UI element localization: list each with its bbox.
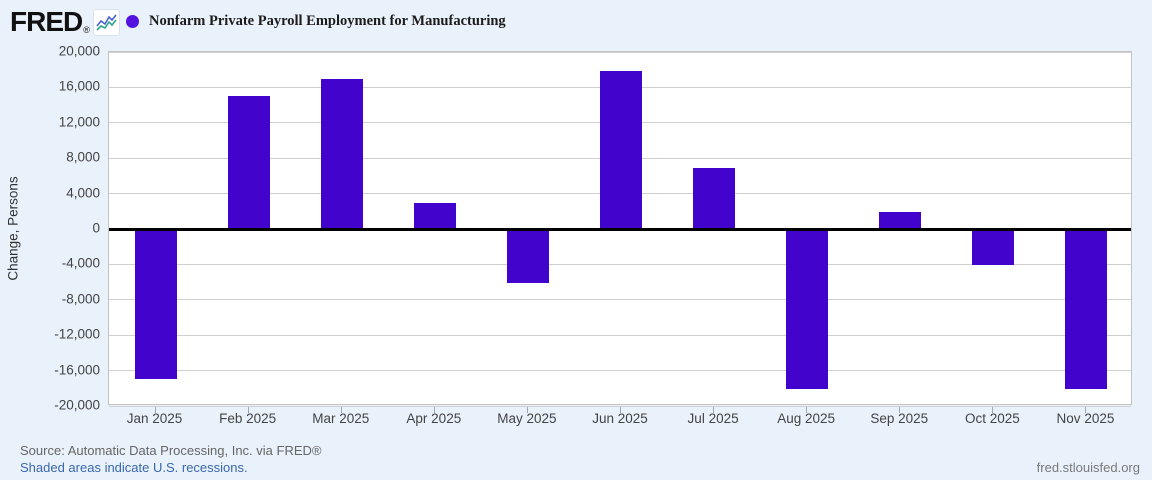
y-tick-label: -16,000	[54, 362, 100, 378]
series-legend-dot	[126, 15, 139, 28]
y-axis-tick-labels: 20,000 16,000 12,000 8,000 4,000 0 -4,000 -8,00…	[0, 44, 100, 413]
bar-apr-2025[interactable]	[413, 203, 456, 229]
y-tick-label: 4,000	[66, 185, 100, 201]
x-tick-label: Jun 2025	[592, 411, 648, 426]
y-tick-label: 16,000	[58, 78, 100, 94]
fred-site-link[interactable]: fred.stlouisfed.org	[1036, 460, 1140, 475]
x-tick	[1085, 406, 1087, 413]
gridline	[109, 334, 1131, 336]
bar-jan-2025[interactable]	[134, 229, 177, 380]
x-tick	[899, 406, 901, 413]
gridline	[109, 263, 1131, 265]
y-tick-label: -8,000	[61, 291, 100, 307]
x-tick	[154, 406, 156, 413]
x-axis-tick-labels: Jan 2025 Feb 2025 Mar 2025 Apr 2025 May 2025…	[108, 411, 1132, 429]
y-tick-label: -20,000	[54, 397, 100, 413]
x-tick	[340, 406, 342, 413]
fred-sparkline-icon	[92, 8, 120, 36]
x-tick	[247, 406, 249, 413]
bar-jun-2025[interactable]	[600, 70, 642, 229]
x-tick-label: Jan 2025	[126, 411, 183, 426]
bar-nov-2025[interactable]	[1065, 229, 1108, 390]
x-tick-label: May 2025	[497, 411, 557, 426]
source-attribution: Source: Automatic Data Processing, Inc. …	[20, 443, 322, 458]
gridline	[109, 299, 1131, 301]
plot-area[interactable]	[108, 51, 1132, 407]
y-tick-label: -12,000	[54, 326, 100, 342]
bar-may-2025[interactable]	[506, 229, 549, 283]
bar-mar-2025[interactable]	[320, 79, 363, 229]
zero-line	[109, 227, 1131, 231]
x-tick-label: Oct 2025	[964, 411, 1020, 426]
y-tick-label: 12,000	[58, 114, 100, 130]
bar-sep-2025[interactable]	[879, 212, 922, 229]
gridline	[109, 51, 1131, 53]
x-tick-label: Feb 2025	[219, 411, 277, 426]
fred-logo[interactable]: FRED ®	[10, 6, 120, 38]
x-tick-label: Jul 2025	[687, 411, 739, 426]
y-tick-label: 20,000	[58, 43, 100, 59]
x-tick	[992, 406, 994, 413]
x-tick	[713, 406, 715, 413]
bar-jul-2025[interactable]	[693, 167, 736, 229]
y-tick-label: -4,000	[61, 255, 100, 271]
registered-trademark: ®	[83, 25, 90, 35]
x-tick-label: Nov 2025	[1056, 411, 1115, 426]
bar-aug-2025[interactable]	[786, 229, 829, 390]
x-tick-label: Mar 2025	[312, 411, 370, 426]
y-tick-label: 0	[92, 220, 100, 236]
fred-logo-text: FRED	[10, 6, 83, 37]
recession-note-link[interactable]: Shaded areas indicate U.S. recessions.	[20, 460, 248, 475]
series-title: Nonfarm Private Payroll Employment for M…	[149, 13, 506, 29]
gridline	[109, 370, 1131, 372]
x-tick-label: Aug 2025	[777, 411, 836, 426]
bar-oct-2025[interactable]	[972, 229, 1015, 266]
x-tick	[433, 406, 435, 413]
x-tick	[620, 406, 621, 413]
bar-feb-2025[interactable]	[227, 96, 270, 229]
gridline	[109, 405, 1131, 407]
x-tick-label: Apr 2025	[406, 411, 462, 426]
x-tick	[806, 406, 808, 413]
x-tick	[526, 406, 528, 413]
y-tick-label: 8,000	[66, 149, 100, 165]
x-tick-label: Sep 2025	[870, 411, 929, 426]
x-axis-ticks	[108, 405, 1132, 413]
